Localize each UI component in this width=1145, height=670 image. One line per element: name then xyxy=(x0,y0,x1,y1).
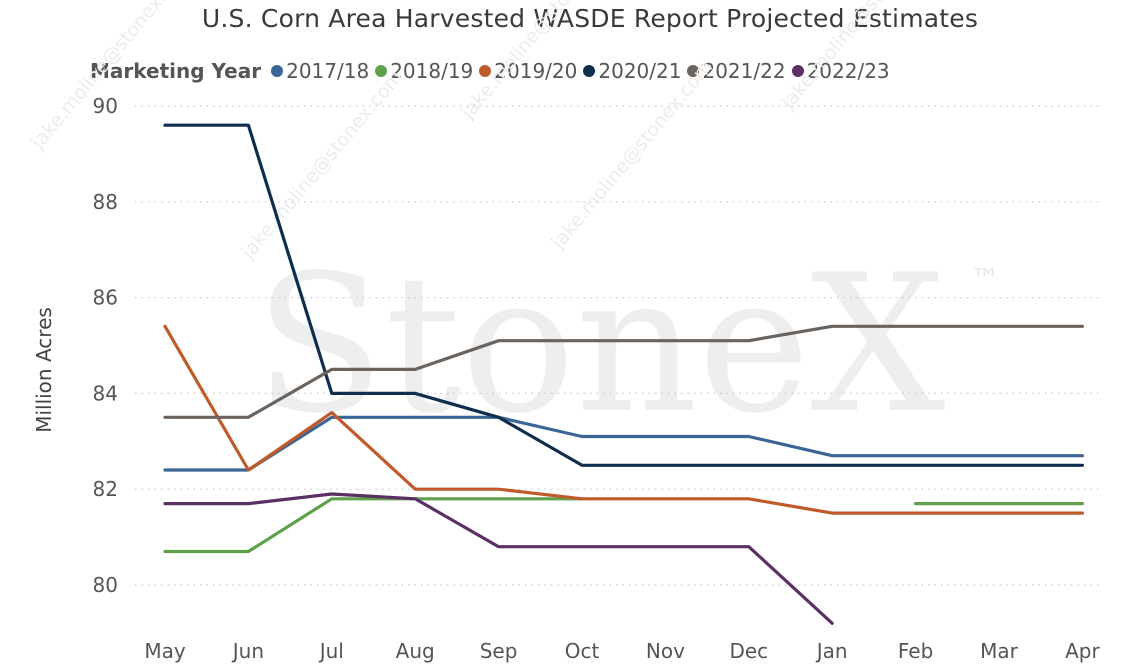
x-tick-label: Sep xyxy=(480,639,518,663)
watermark-trademark: ™ xyxy=(970,263,1000,298)
legend-item-2018-19[interactable]: 2018/19 xyxy=(375,59,473,83)
legend-items: 2017/18 2018/19 2019/20 2020/21 2021/22 2022/… xyxy=(271,59,896,83)
series-2020-21 xyxy=(163,123,1085,467)
y-tick-label: 84 xyxy=(93,381,118,405)
watermark-email: jake.moline@stonex.com xyxy=(776,0,947,114)
x-tick-label: Mar xyxy=(980,639,1019,663)
legend-dot xyxy=(271,65,284,77)
series-2019-20 xyxy=(163,324,1085,515)
x-tick-label: Apr xyxy=(1065,639,1100,663)
chart-title: U.S. Corn Area Harvested WASDE Report Pr… xyxy=(201,4,979,33)
legend-item-2022-23[interactable]: 2022/23 xyxy=(791,59,890,83)
watermark-email: jake.moline@stonex.com xyxy=(546,56,717,254)
y-tick-label: 86 xyxy=(93,286,118,310)
series-2021-22 xyxy=(163,324,1085,419)
series-2017-18 xyxy=(163,415,1085,472)
legend-label: 2017/18 xyxy=(286,59,370,83)
x-tick-label: May xyxy=(144,639,186,663)
series-line-segment xyxy=(163,123,1085,467)
y-tick-label: 82 xyxy=(93,477,118,501)
legend-dot xyxy=(687,65,700,77)
legend-title: Marketing Year xyxy=(90,59,262,83)
x-axis-ticks: May Jun Jul Aug Sep Oct Nov Dec Jan Feb Mar Apr xyxy=(144,639,1100,663)
legend-item-2020-21[interactable]: 2020/21 xyxy=(583,59,681,83)
series-2018-19 xyxy=(163,497,1085,554)
legend-label: 2022/23 xyxy=(806,59,890,83)
legend-dot xyxy=(479,65,492,77)
series-2022-23 xyxy=(163,492,834,625)
legend-dot xyxy=(375,65,388,77)
watermark-brand: StoneX xyxy=(255,234,946,455)
series-line-segment xyxy=(163,324,1085,515)
series-lines xyxy=(163,123,1085,625)
legend-label: 2020/21 xyxy=(598,59,682,83)
legend-dot xyxy=(583,65,596,77)
series-line-segment xyxy=(163,497,584,554)
legend-item-2017-18[interactable]: 2017/18 xyxy=(271,59,369,83)
y-tick-label: 90 xyxy=(93,94,118,118)
x-tick-label: Feb xyxy=(898,639,933,663)
legend-dot xyxy=(791,65,804,77)
legend-item-2019-20[interactable]: 2019/20 xyxy=(479,59,577,83)
x-tick-label: Aug xyxy=(396,639,435,663)
legend-item-2021-22[interactable]: 2021/22 xyxy=(687,59,786,83)
y-tick-label: 80 xyxy=(93,573,118,597)
grid-lines xyxy=(135,105,1100,586)
legend-label: 2019/20 xyxy=(494,59,578,83)
x-tick-label: Jan xyxy=(815,639,848,663)
watermark: StoneX ™jake.moline@stonex.comjake.moline… xyxy=(26,0,1000,455)
watermark-email: jake.moline@stonex.com xyxy=(456,0,627,124)
series-line-segment xyxy=(163,492,834,625)
x-tick-label: Nov xyxy=(646,639,685,663)
y-tick-label: 88 xyxy=(93,190,118,214)
series-line-segment xyxy=(163,415,1085,472)
legend: Marketing Year 2017/18 2018/19 2019/20 2020… xyxy=(90,58,896,84)
x-tick-label: Jun xyxy=(231,639,264,663)
x-tick-label: Dec xyxy=(729,639,768,663)
series-line-segment xyxy=(163,324,1085,419)
x-tick-label: Jul xyxy=(318,639,344,663)
watermark-email: jake.moline@stonex.com xyxy=(26,0,197,154)
y-axis-ticks: 80 82 84 86 88 90 xyxy=(93,94,118,597)
x-tick-label: Oct xyxy=(565,639,600,663)
legend-label: 2021/22 xyxy=(702,59,786,83)
legend-label: 2018/19 xyxy=(390,59,474,83)
